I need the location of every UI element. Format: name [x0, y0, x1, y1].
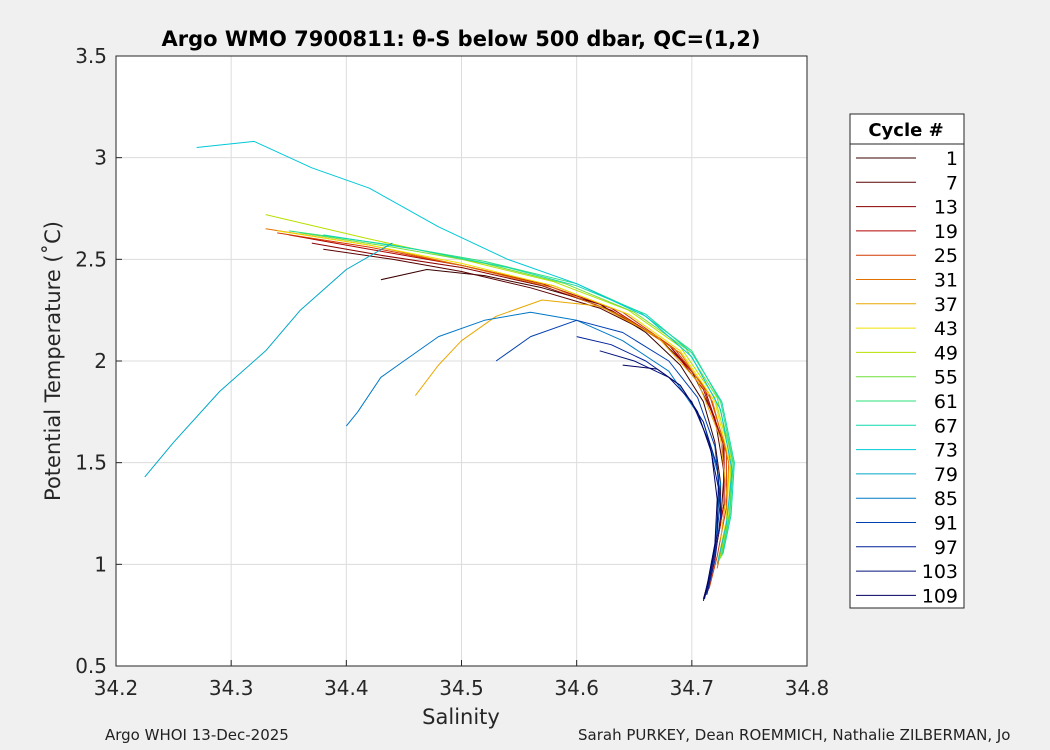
y-tick-label: 3 — [94, 146, 107, 170]
footer-left: Argo WHOI 13-Dec-2025 — [105, 726, 289, 744]
legend-label-67: 67 — [934, 415, 958, 437]
x-tick-label: 34.5 — [439, 676, 484, 700]
legend-label-97: 97 — [934, 537, 958, 559]
grid-lines — [116, 56, 807, 666]
series-line-cycle-43 — [277, 230, 731, 565]
series-line-cycle-67 — [323, 234, 735, 555]
chart-title: Argo WMO 7900811: θ-S below 500 dbar, QC… — [162, 27, 761, 51]
series-line-cycle-103 — [599, 350, 719, 600]
legend-label-7: 7 — [946, 172, 958, 194]
series-line-cycle-37 — [415, 299, 727, 540]
series-line-cycle-73 — [196, 140, 733, 565]
y-tick-label: 0.5 — [75, 654, 107, 678]
legend-label-79: 79 — [934, 464, 958, 486]
y-tick-label: 1.5 — [75, 451, 107, 475]
legend-label-19: 19 — [934, 221, 958, 243]
x-tick-label: 34.3 — [209, 676, 254, 700]
legend-label-31: 31 — [934, 270, 958, 292]
series-layer — [144, 140, 735, 602]
legend-label-37: 37 — [934, 294, 958, 316]
legend-label-91: 91 — [934, 513, 958, 535]
legend-title: Cycle # — [868, 120, 943, 141]
y-tick-label: 2 — [94, 349, 107, 373]
y-axis-label: Potential Temperature (˚C) — [41, 221, 65, 501]
legend-label-55: 55 — [934, 367, 958, 389]
x-tick-label: 34.2 — [94, 676, 139, 700]
legend-label-25: 25 — [934, 245, 958, 267]
legend-label-49: 49 — [934, 342, 958, 364]
series-line-cycle-79 — [144, 242, 393, 478]
x-axis-label: Salinity — [422, 705, 500, 729]
footer-right: Sarah PURKEY, Dean ROEMMICH, Nathalie ZI… — [578, 726, 1011, 744]
y-tick-label: 1 — [94, 552, 107, 576]
y-tick-label: 3.5 — [75, 44, 107, 68]
series-line-cycle-109 — [622, 364, 718, 602]
y-tick-label: 2.5 — [75, 247, 107, 271]
legend-label-1: 1 — [946, 148, 958, 170]
x-tick-label: 34.7 — [670, 676, 715, 700]
legend-label-61: 61 — [934, 391, 958, 413]
legend-label-43: 43 — [934, 318, 958, 340]
series-line-cycle-97 — [576, 336, 722, 595]
y-tick-labels: 0.5 1 1.5 2 2.5 3 3.5 — [75, 44, 122, 678]
x-tick-label: 34.6 — [554, 676, 599, 700]
legend-label-13: 13 — [934, 197, 958, 219]
x-tick-label: 34.8 — [785, 676, 830, 700]
legend-label-85: 85 — [934, 488, 958, 510]
legend-box — [849, 113, 965, 609]
x-tick-labels: 34.2 34.3 34.4 34.5 34.6 34.7 34.8 — [94, 660, 830, 700]
legend-label-103: 103 — [922, 561, 958, 583]
legend-label-73: 73 — [934, 440, 958, 462]
x-tick-label: 34.4 — [324, 676, 369, 700]
legend-label-109: 109 — [922, 585, 958, 607]
